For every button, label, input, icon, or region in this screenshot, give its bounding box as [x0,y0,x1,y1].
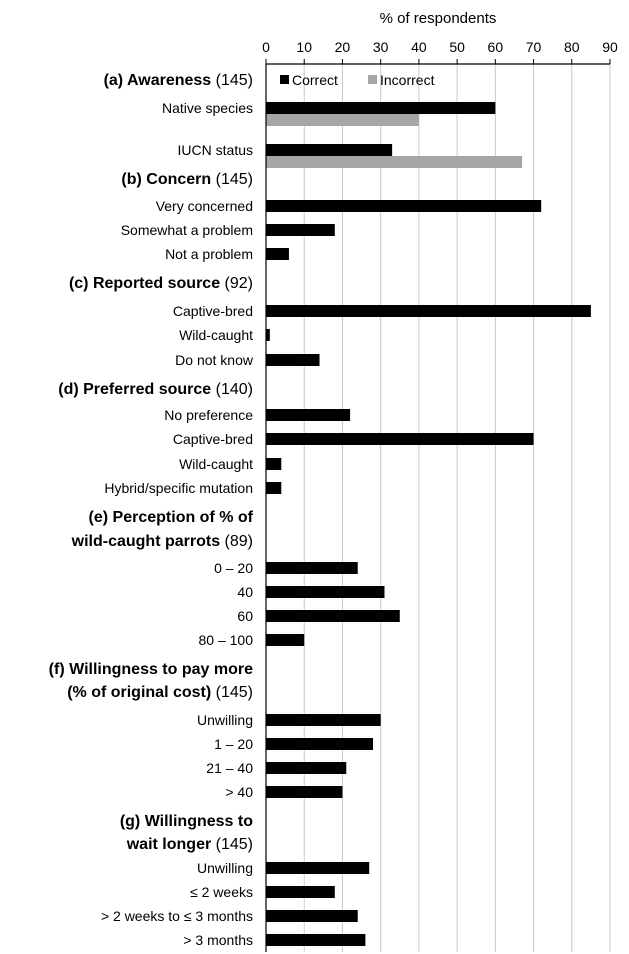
legend-swatch [280,75,289,84]
x-tick-label: 80 [564,39,580,55]
x-tick-label: 30 [373,39,389,55]
bar [266,458,282,470]
section: (g) Willingness to wait longer (145) Unwil… [101,813,370,948]
section-title: wait longer (145) [126,836,253,853]
category-label: ≤ 2 weeks [190,884,253,900]
category-label: Captive-bred [173,431,253,447]
bar-incorrect [266,114,419,126]
category-label: No preference [164,407,253,423]
category-label: 60 [237,608,253,624]
x-tick-label: 40 [411,39,427,55]
bar [266,409,351,421]
bar-correct [266,102,496,114]
bar [266,910,358,922]
section-title: (d) Preferred source (140) [58,381,253,398]
category-label: Not a problem [165,246,253,262]
bar [266,248,289,260]
category-label: > 40 [225,784,253,800]
bar [266,586,385,598]
bar [266,562,358,574]
x-tick-label: 20 [335,39,351,55]
legend: Correct Incorrect [280,72,435,88]
category-label: 1 – 20 [214,736,253,752]
bar [266,329,270,341]
section-sample-size: (140) [216,381,253,398]
legend-swatch [368,75,377,84]
category-label: Captive-bred [173,303,253,319]
category-label: Wild-caught [179,456,253,472]
bar [266,305,591,317]
bar [266,934,366,946]
section-sample-size: (89) [225,533,253,550]
legend-label: Correct [292,72,338,88]
section-sample-size: (92) [225,275,253,292]
section: (f) Willingness to pay more (% of origina… [49,661,381,800]
chart-sections: (a) Awareness (145) Native species IUCN st… [49,72,591,948]
section-title: (% of original cost) (145) [67,684,253,701]
section-title: (b) Concern (145) [121,171,253,188]
bar [266,433,534,445]
bar [266,200,542,212]
bar [266,354,320,366]
category-label: Hybrid/specific mutation [104,480,253,496]
bar [266,786,343,798]
section: (c) Reported source (92) Captive-bred Wild… [69,275,591,368]
category-label: > 2 weeks to ≤ 3 months [101,908,253,924]
x-tick-label: 0 [262,39,270,55]
bar-incorrect [266,156,523,168]
bar [266,862,370,874]
section-sample-size: (145) [216,684,253,701]
bar [266,482,282,494]
category-label: Native species [162,100,253,116]
category-label: Do not know [175,352,254,368]
section: (a) Awareness (145) Native species IUCN st… [104,72,523,168]
category-label: > 3 months [183,932,253,948]
x-tick-label: 60 [488,39,504,55]
bar [266,610,400,622]
section: (e) Perception of % of wild-caught parrot… [71,509,400,648]
section-sample-size: (145) [216,836,253,853]
category-label: Wild-caught [179,327,253,343]
section-title: (a) Awareness (145) [104,72,253,89]
section: (b) Concern (145) Very concerned Somewhat … [121,171,542,262]
category-label: Unwilling [197,860,253,876]
category-label: Unwilling [197,712,253,728]
section-title: (e) Perception of % of [89,509,254,526]
section: (d) Preferred source (140) No preference C… [58,381,534,496]
category-label: 40 [237,584,253,600]
bar [266,224,335,236]
category-label: 80 – 100 [199,632,254,648]
category-label: Very concerned [156,198,253,214]
section-title: (g) Willingness to [120,813,253,830]
bar [266,714,381,726]
x-tick-label: 70 [526,39,542,55]
category-label: 0 – 20 [214,560,253,576]
section-sample-size: (145) [216,72,253,89]
x-tick-label: 50 [449,39,465,55]
x-axis-title: % of respondents [380,10,497,27]
bar [266,886,335,898]
category-label: 21 – 40 [206,760,253,776]
legend-label: Incorrect [380,72,435,88]
x-axis: % of respondents 0 10 20 30 40 50 60 70 80 90 [262,10,618,65]
category-label: IUCN status [178,142,253,158]
bar [266,634,305,646]
bar [266,738,374,750]
section-sample-size: (145) [216,171,253,188]
bar [266,762,347,774]
section-title: (f) Willingness to pay more [49,661,253,678]
section-title: wild-caught parrots (89) [71,533,253,550]
gridlines [303,64,611,952]
category-label: Somewhat a problem [121,222,253,238]
bar-correct [266,144,393,156]
section-title: (c) Reported source (92) [69,275,253,292]
x-tick-label: 10 [296,39,312,55]
x-tick-label: 90 [602,39,618,55]
